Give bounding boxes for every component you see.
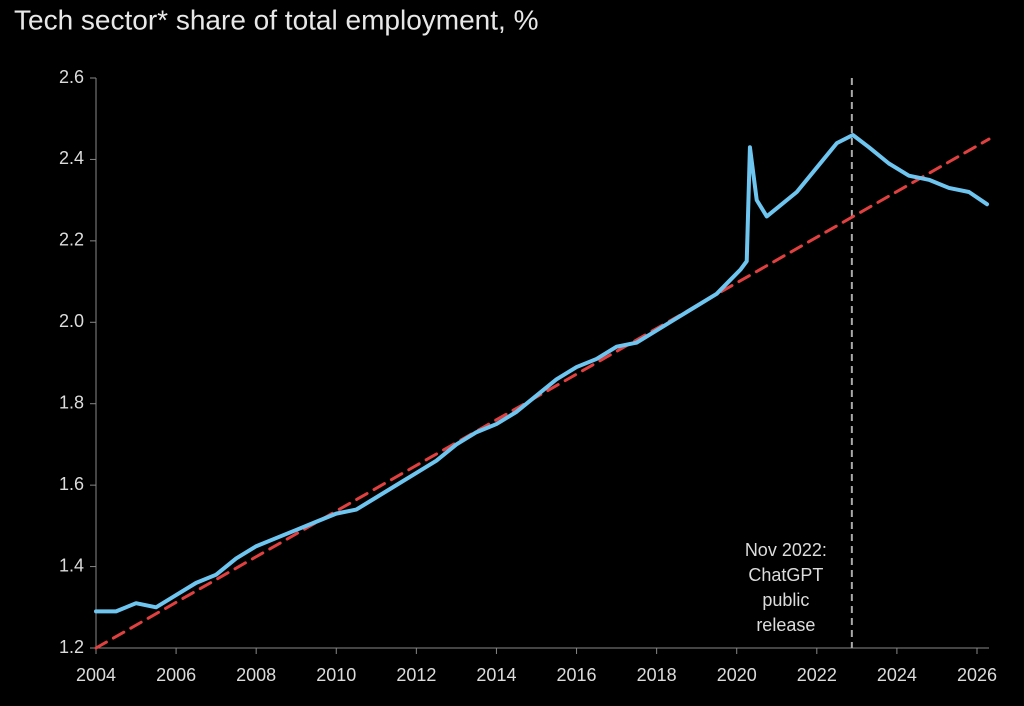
y-tick-label: 1.6: [59, 474, 84, 494]
y-tick-label: 1.2: [59, 637, 84, 657]
x-tick-label: 2016: [557, 665, 597, 685]
annotation-text: public: [762, 590, 809, 610]
y-tick-label: 2.2: [59, 230, 84, 250]
y-tick-label: 1.4: [59, 555, 84, 575]
trend-line: [94, 137, 991, 650]
x-tick-label: 2026: [957, 665, 997, 685]
y-tick-label: 2.0: [59, 311, 84, 331]
y-tick-label: 1.8: [59, 392, 84, 412]
annotation-text: ChatGPT: [748, 565, 823, 585]
x-tick-label: 2022: [797, 665, 837, 685]
x-tick-label: 2006: [156, 665, 196, 685]
annotation-text: Nov 2022:: [745, 540, 827, 560]
x-tick-label: 2014: [476, 665, 516, 685]
y-tick-label: 2.6: [59, 67, 84, 87]
x-tick-label: 2020: [717, 665, 757, 685]
x-tick-label: 2008: [236, 665, 276, 685]
x-tick-label: 2018: [637, 665, 677, 685]
x-tick-label: 2010: [316, 665, 356, 685]
data-line: [94, 133, 989, 614]
y-tick-label: 2.4: [59, 148, 84, 168]
x-tick-label: 2024: [877, 665, 917, 685]
x-tick-label: 2004: [76, 665, 116, 685]
chart-title: Tech sector* share of total employment, …: [14, 4, 538, 35]
x-tick-label: 2012: [396, 665, 436, 685]
annotation-text: release: [756, 615, 815, 635]
